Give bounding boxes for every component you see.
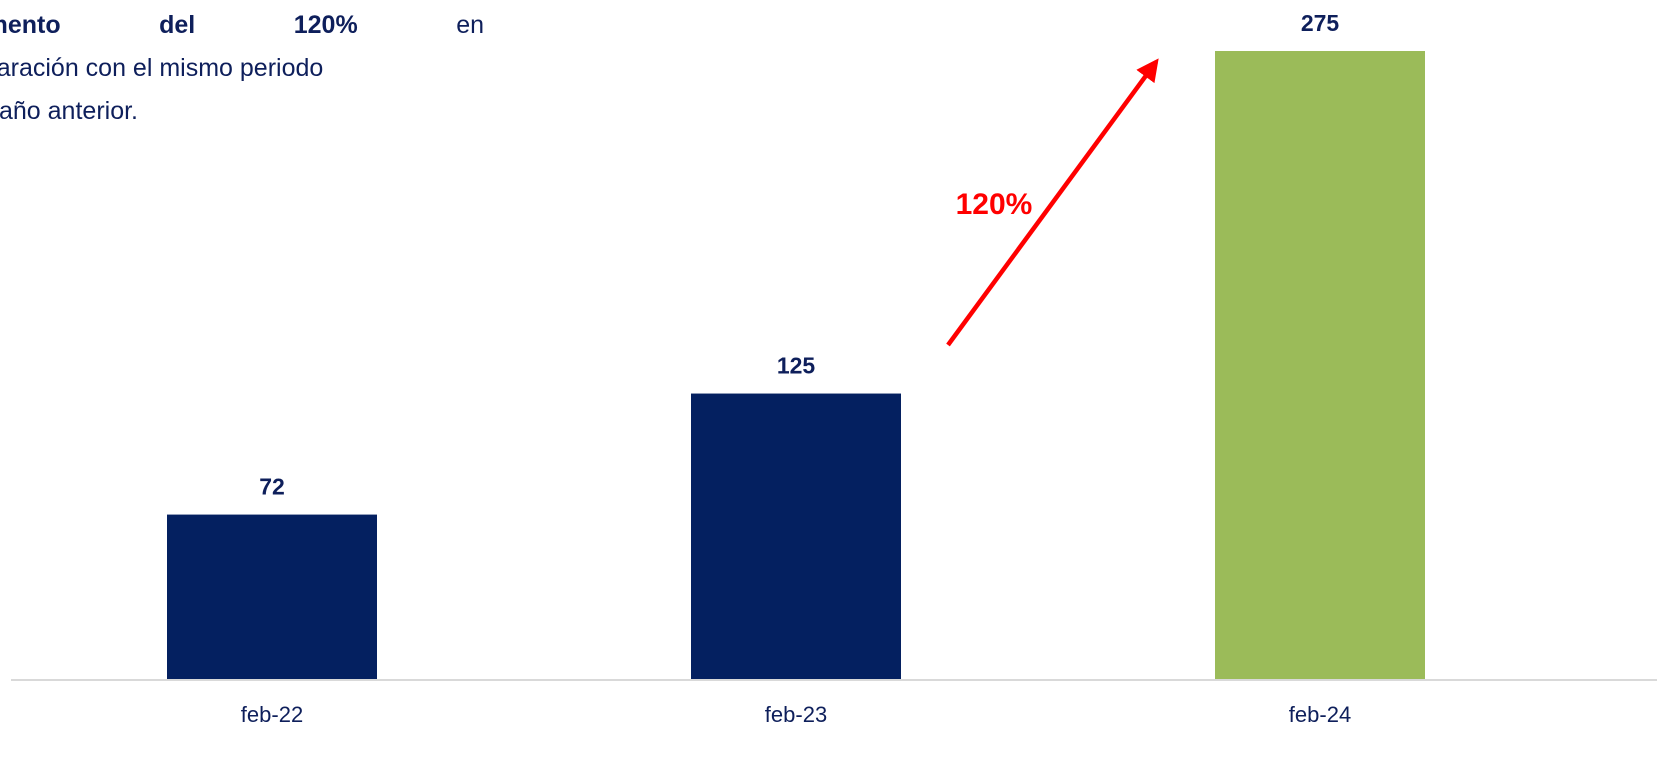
- annotation-line-1-tail: en: [456, 11, 484, 39]
- value-label-feb-24: 275: [1301, 10, 1340, 36]
- bar-feb-23: [691, 393, 901, 679]
- growth-arrow: [946, 58, 1159, 347]
- bar-feb-24: [1215, 51, 1425, 679]
- annotation-line-3: año anterior.: [0, 97, 138, 125]
- category-label-feb-23: feb-23: [765, 702, 827, 727]
- category-label-feb-22: feb-22: [241, 702, 303, 727]
- value-label-feb-23: 125: [777, 353, 816, 379]
- annotation-line-2: mparación con el mismo periodo: [0, 54, 324, 82]
- value-label-feb-22: 72: [259, 474, 285, 500]
- growth-percent-label: 120%: [956, 188, 1033, 221]
- bar-feb-22: [167, 514, 377, 679]
- annotation-text: remento del 120% en mparación con el mis…: [0, 4, 484, 133]
- annotation-line-1: remento del 120% en: [0, 4, 484, 47]
- category-label-feb-24: feb-24: [1289, 702, 1351, 727]
- annotation-bold: remento del 120%: [0, 11, 358, 39]
